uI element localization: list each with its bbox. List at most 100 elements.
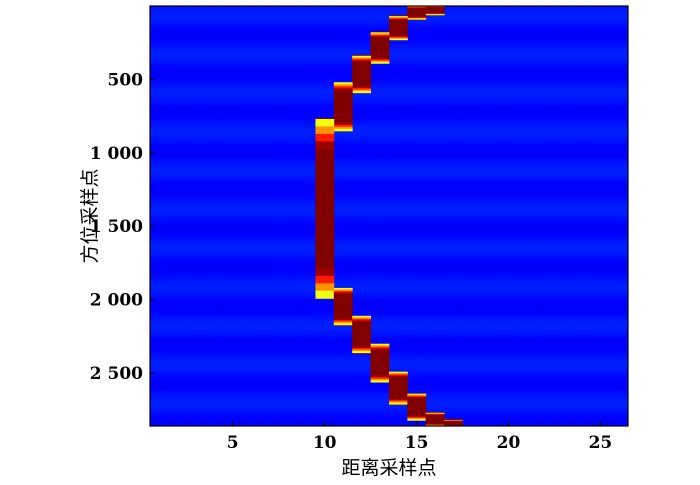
heatmap-cell xyxy=(499,281,519,285)
heatmap-cell xyxy=(241,423,261,426)
heatmap-cell xyxy=(480,57,500,61)
heatmap-cell xyxy=(480,45,500,49)
heatmap-cell xyxy=(205,337,224,341)
ridge-cell xyxy=(389,402,408,405)
ridge-cell xyxy=(370,353,390,356)
heatmap-cell xyxy=(444,244,463,247)
heatmap-cell xyxy=(186,97,206,100)
heatmap-cell xyxy=(205,69,224,72)
heatmap-cell xyxy=(425,36,445,40)
heatmap-cell xyxy=(389,132,408,135)
heatmap-cell xyxy=(278,153,298,156)
heatmap-cell xyxy=(536,244,555,247)
heatmap-cell xyxy=(168,6,188,9)
heatmap-cell xyxy=(389,148,408,152)
heatmap-cell xyxy=(333,402,353,406)
heatmap-cell xyxy=(444,295,463,299)
heatmap-cell xyxy=(554,162,574,166)
heatmap-cell xyxy=(591,274,611,278)
heatmap-cell xyxy=(205,192,224,196)
heatmap-cell xyxy=(517,132,537,135)
heatmap-cell xyxy=(499,328,519,331)
heatmap-cell xyxy=(572,386,592,390)
heatmap-cell xyxy=(370,300,390,303)
heatmap-cell xyxy=(186,41,206,44)
heatmap-cell xyxy=(352,122,372,126)
heatmap-cell xyxy=(407,365,427,369)
heatmap-cell xyxy=(223,244,243,247)
heatmap-cell xyxy=(554,262,574,266)
heatmap-cell xyxy=(241,351,261,355)
heatmap-cell xyxy=(260,118,280,121)
heatmap-cell xyxy=(168,169,188,173)
heatmap-cell xyxy=(223,225,243,229)
heatmap-cell xyxy=(186,223,206,226)
heatmap-cell xyxy=(333,335,353,338)
heatmap-cell xyxy=(591,302,611,306)
heatmap-cell xyxy=(260,223,280,226)
ridge-cell xyxy=(333,116,353,120)
heatmap-cell xyxy=(407,197,427,201)
heatmap-cell xyxy=(609,293,628,296)
heatmap-cell xyxy=(462,15,482,19)
ridge-cell xyxy=(389,18,408,20)
heatmap-cell xyxy=(425,87,445,91)
ridge-cell xyxy=(370,346,390,350)
heatmap-cell xyxy=(241,78,261,82)
heatmap-cell xyxy=(186,351,206,355)
heatmap-cell xyxy=(591,351,611,355)
heatmap-cell xyxy=(499,174,519,177)
heatmap-cell xyxy=(389,136,408,140)
heatmap-cell xyxy=(425,318,445,322)
heatmap-cell xyxy=(297,407,316,411)
heatmap-cell xyxy=(150,52,169,56)
heatmap-cell xyxy=(591,78,611,82)
heatmap-cell xyxy=(278,218,298,222)
heatmap-cell xyxy=(609,342,628,345)
heatmap-cell xyxy=(444,321,463,324)
heatmap-cell xyxy=(260,178,280,182)
heatmap-cell xyxy=(352,304,372,308)
heatmap-cell xyxy=(223,80,243,84)
heatmap-cell xyxy=(536,34,555,37)
ridge-cell xyxy=(389,377,408,379)
heatmap-cell xyxy=(444,202,463,205)
heatmap-cell xyxy=(609,92,628,96)
heatmap-cell xyxy=(186,253,206,257)
heatmap-cell xyxy=(278,20,298,23)
ridge-cell xyxy=(333,94,353,97)
heatmap-cell xyxy=(572,55,592,58)
heatmap-cell xyxy=(168,356,188,359)
ridge-cell xyxy=(333,294,353,297)
heatmap-cell xyxy=(223,17,243,21)
heatmap-cell xyxy=(205,225,224,229)
heatmap-cell xyxy=(168,113,188,117)
heatmap-cell xyxy=(462,395,482,399)
heatmap-cell xyxy=(499,367,519,371)
heatmap-cell xyxy=(223,113,243,117)
heatmap-cell xyxy=(370,13,390,16)
heatmap-cell xyxy=(352,244,372,247)
heatmap-cell xyxy=(241,6,261,9)
heatmap-cell xyxy=(241,237,261,240)
heatmap-cell xyxy=(186,125,206,128)
heatmap-cell xyxy=(260,379,280,383)
heatmap-cell xyxy=(499,176,519,180)
heatmap-cell xyxy=(609,407,628,411)
heatmap-cell xyxy=(352,155,372,159)
heatmap-cell xyxy=(260,41,280,44)
heatmap-cell xyxy=(499,209,519,212)
heatmap-cell xyxy=(499,227,519,231)
heatmap-cell xyxy=(168,162,188,166)
heatmap-cell xyxy=(352,381,372,385)
ridge-cell xyxy=(333,90,353,93)
heatmap-cell xyxy=(609,204,628,208)
heatmap-cell xyxy=(333,71,353,75)
heatmap-cell xyxy=(554,220,574,224)
heatmap-cell xyxy=(315,113,335,117)
heatmap-cell xyxy=(425,38,445,42)
heatmap-cell xyxy=(333,267,353,271)
heatmap-cell xyxy=(150,423,169,426)
heatmap-cell xyxy=(241,104,261,107)
heatmap-cell xyxy=(186,171,206,175)
